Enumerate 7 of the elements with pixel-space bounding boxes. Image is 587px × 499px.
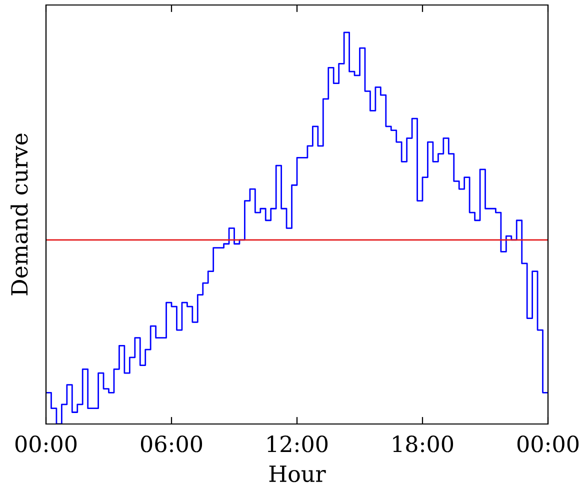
y-axis-title: Demand curve [10, 134, 28, 296]
x-tick-label: 18:00 [393, 436, 454, 452]
x-tick-label: 12:00 [268, 436, 328, 452]
x-tick-label: 06:00 [140, 436, 202, 452]
x-tick-label: 00:00 [15, 436, 77, 452]
x-tick-label: 00:00 [517, 436, 579, 452]
x-axis-title: Hour [269, 466, 326, 482]
